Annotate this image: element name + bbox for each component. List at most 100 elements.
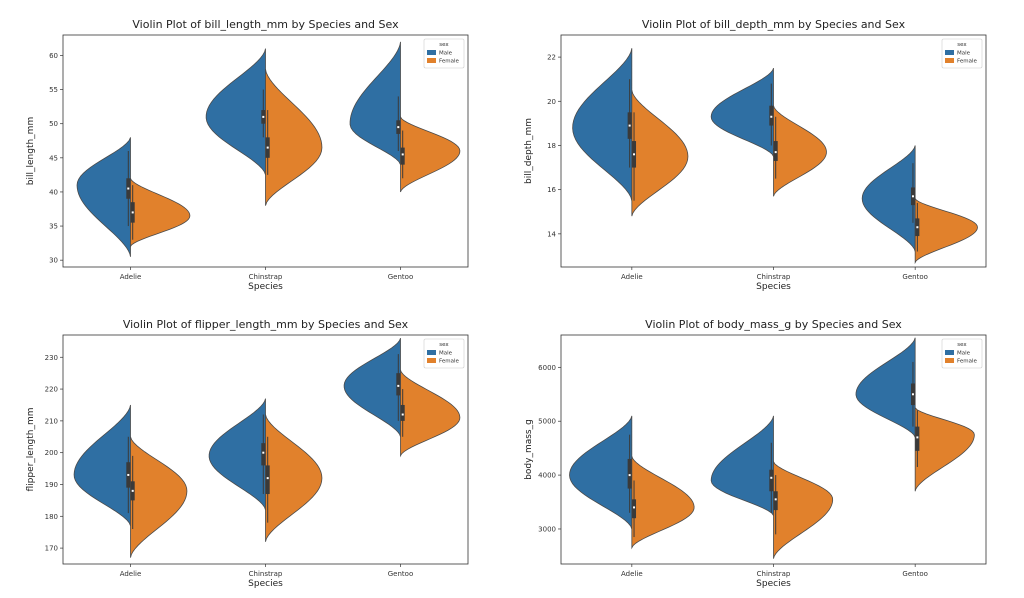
flipper-length-iqr-box-female-chinstrap <box>266 465 270 494</box>
body-mass-iqr-box-female-gentoo <box>915 427 919 451</box>
bill-depth-violin-male-gentoo <box>862 145 915 251</box>
body-mass-xlabel: Species <box>756 579 791 589</box>
body-mass-iqr-box-female-adelie <box>632 499 636 518</box>
body-mass-iqr-box-male-adelie <box>628 459 632 489</box>
bill-length-violin-female-chinstrap <box>266 69 322 205</box>
body-mass-violin-male-gentoo <box>856 338 915 438</box>
bill-depth-violin-female-chinstrap <box>774 106 827 197</box>
body-mass-legend-label-male: Male <box>957 351 971 357</box>
flipper-length-ytick-label: 200 <box>45 449 58 457</box>
bill-depth-violin-female-gentoo <box>915 199 977 263</box>
body-mass-ylabel: body_mass_g <box>524 419 534 480</box>
flipper-length-iqr-box-male-gentoo <box>396 373 400 395</box>
body-mass-ytick-label: 6000 <box>538 364 556 372</box>
bill-length-violin-male-chinstrap <box>206 49 265 175</box>
flipper-length-violin-male-gentoo <box>344 338 400 437</box>
flipper-length-ytick-label: 220 <box>45 386 58 394</box>
body-mass-legend-swatch-female <box>945 358 954 363</box>
flipper-length-chart: Violin Plot of flipper_length_mm by Spec… <box>26 318 468 589</box>
body-mass-ytick-label: 4000 <box>538 472 556 480</box>
flipper-length-xtick-label-chinstrap: Chinstrap <box>249 570 283 578</box>
bill-length-ytick-label: 55 <box>49 86 58 94</box>
bill-length-legend-title: sex <box>439 42 449 48</box>
bill-depth-legend-label-male: Male <box>957 51 971 57</box>
bill-length-legend-swatch-male <box>427 50 436 55</box>
flipper-length-chart-title: Violin Plot of flipper_length_mm by Spec… <box>123 318 409 331</box>
bill-depth-chart-title: Violin Plot of bill_depth_mm by Species … <box>642 18 906 31</box>
bill-depth-legend-label-female: Female <box>957 59 978 65</box>
flipper-length-violin-male-chinstrap <box>209 399 265 510</box>
bill-length-ytick-label: 35 <box>49 223 58 231</box>
bill-length-median-dot-female-gentoo <box>402 153 404 155</box>
bill-length-xtick-label-chinstrap: Chinstrap <box>249 273 283 281</box>
body-mass-legend-swatch-male <box>945 350 954 355</box>
bill-length-xlabel: Species <box>248 282 283 292</box>
bill-length-xtick-label-adelie: Adelie <box>120 273 142 281</box>
flipper-length-ytick-label: 180 <box>45 513 58 521</box>
bill-depth-ytick-label: 22 <box>547 54 556 62</box>
bill-length-ylabel: bill_length_mm <box>26 117 36 185</box>
flipper-length-median-dot-male-chinstrap <box>262 452 264 454</box>
bill-length-chart: Violin Plot of bill_length_mm by Species… <box>26 18 468 292</box>
bill-length-legend-label-male: Male <box>439 51 453 57</box>
bill-depth-violin-female-adelie <box>632 90 688 216</box>
flipper-length-legend-swatch-female <box>427 358 436 363</box>
body-mass-iqr-box-male-chinstrap <box>769 470 773 492</box>
bill-depth-legend-title: sex <box>957 42 967 48</box>
bill-depth-ytick-label: 20 <box>547 98 556 106</box>
bill-depth-xlabel: Species <box>756 282 791 292</box>
bill-length-xtick-label-gentoo: Gentoo <box>388 273 413 281</box>
body-mass-median-dot-female-chinstrap <box>775 498 777 500</box>
bill-depth-ytick-label: 16 <box>547 186 556 194</box>
bill-length-chart-title: Violin Plot of bill_length_mm by Species… <box>132 18 399 31</box>
bill-depth-xtick-label-adelie: Adelie <box>621 273 643 281</box>
bill-length-median-dot-female-adelie <box>132 211 134 213</box>
body-mass-chart: Violin Plot of body_mass_g by Species an… <box>524 318 986 589</box>
flipper-length-violin-female-adelie <box>131 437 187 558</box>
bill-length-ytick-label: 50 <box>49 120 58 128</box>
bill-length-ytick-label: 60 <box>49 52 58 60</box>
bill-depth-violin-male-adelie <box>573 48 632 200</box>
flipper-length-legend-label-female: Female <box>439 359 460 365</box>
flipper-length-median-dot-male-gentoo <box>397 385 399 387</box>
body-mass-median-dot-male-gentoo <box>912 393 914 395</box>
body-mass-legend-label-female: Female <box>957 359 978 365</box>
bill-depth-ylabel: bill_depth_mm <box>524 118 534 184</box>
flipper-length-ytick-label: 210 <box>45 417 58 425</box>
bill-length-median-dot-male-adelie <box>127 188 129 190</box>
bill-depth-ytick-label: 14 <box>547 230 556 238</box>
bill-length-legend-label-female: Female <box>439 59 460 65</box>
flipper-length-legend-title: sex <box>439 342 449 348</box>
flipper-length-iqr-box-female-gentoo <box>401 405 405 421</box>
flipper-length-ytick-label: 170 <box>45 545 58 553</box>
bill-depth-median-dot-female-adelie <box>633 153 635 155</box>
bill-depth-ytick-label: 18 <box>547 142 556 150</box>
body-mass-violin-female-chinstrap <box>774 462 833 559</box>
figure: Violin Plot of bill_length_mm by Species… <box>0 0 1024 598</box>
flipper-length-legend-label-male: Male <box>439 351 453 357</box>
body-mass-median-dot-female-adelie <box>633 506 635 508</box>
flipper-length-median-dot-female-adelie <box>132 490 134 492</box>
body-mass-legend-title: sex <box>957 342 967 348</box>
bill-depth-legend-swatch-male <box>945 50 954 55</box>
bill-depth-median-dot-male-chinstrap <box>770 116 772 118</box>
bill-depth-xtick-label-chinstrap: Chinstrap <box>757 273 791 281</box>
bill-depth-iqr-box-male-chinstrap <box>769 106 773 126</box>
bill-depth-median-dot-male-adelie <box>629 125 631 127</box>
bill-length-violin-female-adelie <box>131 178 190 246</box>
bill-depth-median-dot-female-chinstrap <box>775 151 777 153</box>
bill-length-median-dot-female-chinstrap <box>267 147 269 149</box>
flipper-length-violin-female-chinstrap <box>266 415 322 542</box>
flipper-length-median-dot-male-adelie <box>127 474 129 476</box>
bill-length-ytick-label: 40 <box>49 188 58 196</box>
body-mass-violin-male-adelie <box>570 416 632 529</box>
flipper-length-xtick-label-adelie: Adelie <box>120 570 142 578</box>
bill-length-ytick-label: 30 <box>49 257 58 265</box>
flipper-length-ytick-label: 230 <box>45 354 58 362</box>
bill-length-ytick-label: 45 <box>49 154 58 162</box>
body-mass-median-dot-female-gentoo <box>916 436 918 438</box>
flipper-length-ylabel: flipper_length_mm <box>26 407 36 491</box>
bill-depth-iqr-box-female-chinstrap <box>774 141 778 161</box>
bill-depth-median-dot-male-gentoo <box>912 195 914 197</box>
flipper-length-median-dot-female-gentoo <box>402 414 404 416</box>
